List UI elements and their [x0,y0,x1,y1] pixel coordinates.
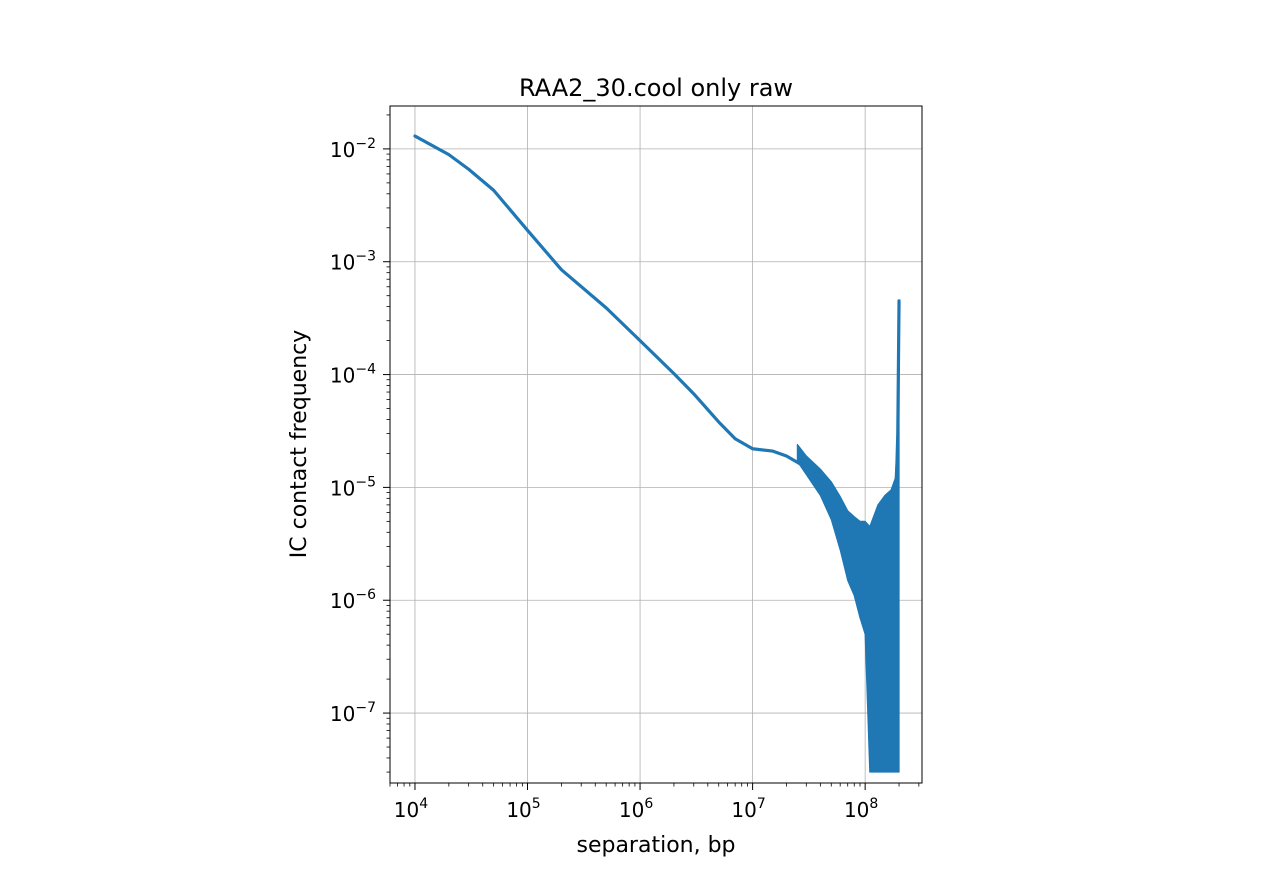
plot-data [413,134,901,773]
y-axis-label: IC contact frequency [287,330,312,559]
x-tick-label: 107 [731,796,765,822]
x-axis-label: separation, bp [576,833,735,858]
x-tick-label: 104 [394,796,428,822]
grid [390,106,922,783]
x-tick-label: 106 [619,796,653,822]
series-noise-band [796,300,900,773]
y-tick-label: 10−4 [330,362,376,388]
axis-ticks [383,114,920,790]
tick-labels: 104 105 106 107 108 10−7 10−6 10−5 10−4 10−3 10−2 [330,136,878,822]
y-tick-label: 10−2 [330,136,376,162]
x-tick-label: 105 [506,796,540,822]
y-tick-label: 10−7 [330,700,376,726]
chart-title: RAA2_30.cool only raw [519,74,793,102]
plot-frame [389,105,923,784]
series-line [413,134,901,540]
y-tick-label: 10−6 [330,587,376,613]
y-tick-label: 10−5 [330,474,376,500]
x-tick-label: 108 [844,796,878,822]
y-tick-label: 10−3 [330,249,376,275]
